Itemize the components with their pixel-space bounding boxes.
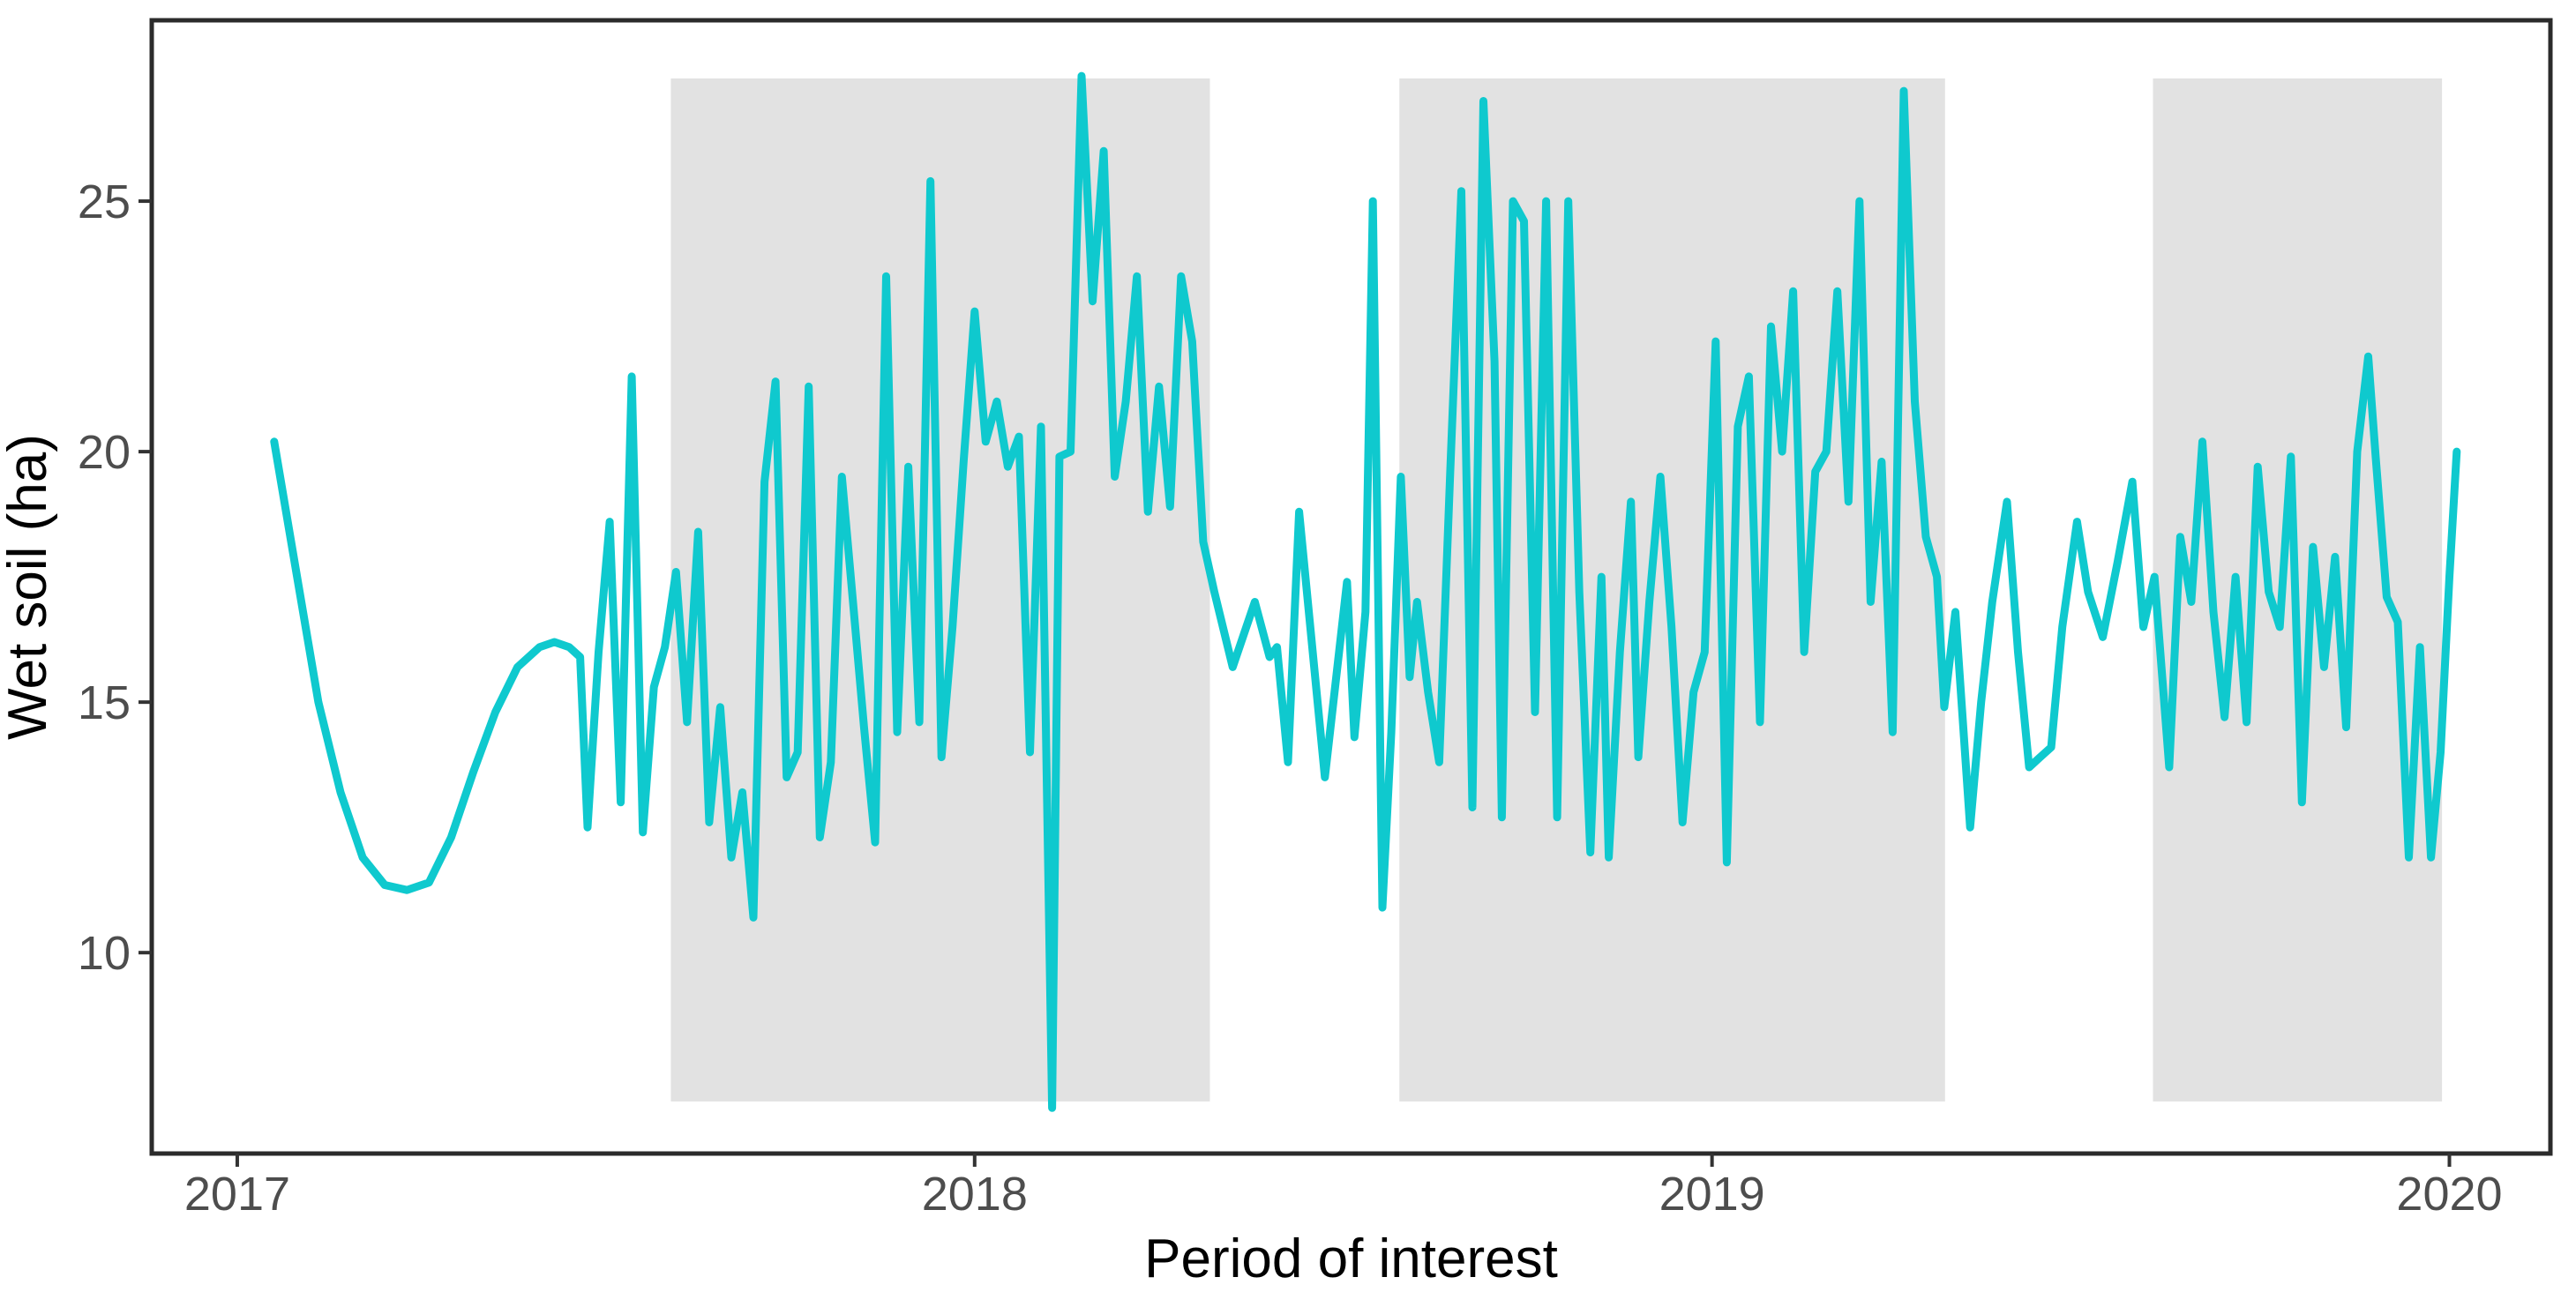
panel-border bbox=[149, 18, 2553, 1156]
y-tick-label: 15 bbox=[78, 676, 131, 729]
x-tick-label: 2017 bbox=[184, 1168, 290, 1221]
x-tick-label: 2018 bbox=[922, 1168, 1028, 1221]
y-axis-title: Wet soil (ha) bbox=[0, 434, 58, 740]
x-axis: 2017 2018 2019 2020 bbox=[184, 1154, 2503, 1221]
y-axis: 10 15 20 25 bbox=[78, 176, 152, 980]
series-line bbox=[270, 71, 2461, 1112]
y-tick-label: 25 bbox=[78, 176, 131, 228]
series-layer bbox=[270, 71, 2461, 1112]
x-tick-label: 2019 bbox=[1659, 1168, 1765, 1221]
y-tick-label: 20 bbox=[78, 426, 131, 479]
y-tick-label: 10 bbox=[78, 927, 131, 980]
x-tick-label: 2020 bbox=[2396, 1168, 2502, 1221]
x-axis-title: Period of interest bbox=[1144, 1229, 1558, 1289]
